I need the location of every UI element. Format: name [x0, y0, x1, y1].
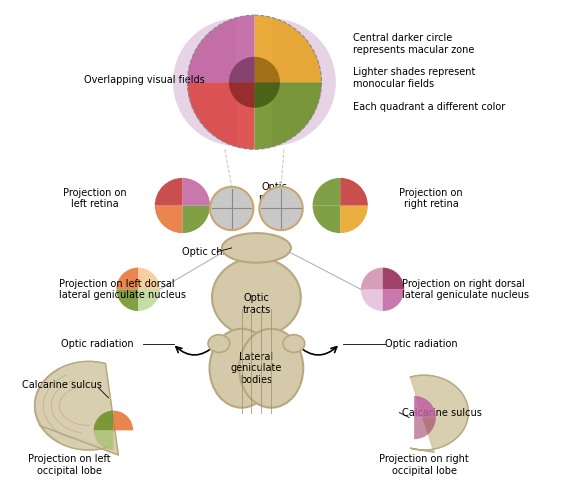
Wedge shape: [361, 289, 383, 311]
Text: Optic
tracts: Optic tracts: [242, 293, 270, 315]
Wedge shape: [187, 82, 255, 149]
Wedge shape: [255, 15, 321, 82]
Wedge shape: [272, 18, 336, 146]
Text: Optic radiation: Optic radiation: [385, 339, 457, 348]
Text: Projection on right dorsal
lateral geniculate nucleus: Projection on right dorsal lateral genic…: [402, 278, 530, 300]
Text: Projection on left dorsal
lateral geniculate nucleus: Projection on left dorsal lateral genicu…: [59, 278, 186, 300]
Text: Projection on
right retina: Projection on right retina: [399, 188, 463, 210]
Wedge shape: [229, 82, 255, 108]
Circle shape: [210, 187, 254, 230]
Wedge shape: [312, 178, 340, 206]
Wedge shape: [94, 410, 113, 430]
Wedge shape: [138, 268, 160, 289]
Text: Overlapping visual fields: Overlapping visual fields: [84, 76, 205, 85]
Polygon shape: [410, 375, 468, 452]
Circle shape: [259, 187, 303, 230]
Wedge shape: [113, 410, 133, 430]
Wedge shape: [138, 289, 160, 311]
Wedge shape: [155, 178, 182, 206]
Ellipse shape: [210, 329, 274, 408]
Text: Each quadrant a different color: Each quadrant a different color: [353, 102, 505, 112]
Wedge shape: [187, 15, 255, 82]
Polygon shape: [35, 362, 118, 455]
Wedge shape: [383, 268, 404, 289]
Wedge shape: [116, 289, 138, 311]
Wedge shape: [182, 206, 210, 233]
Wedge shape: [312, 206, 340, 233]
Ellipse shape: [283, 335, 305, 352]
Wedge shape: [340, 206, 368, 233]
Ellipse shape: [212, 258, 301, 337]
Text: Calcarine sulcus: Calcarine sulcus: [22, 380, 102, 390]
Wedge shape: [173, 18, 237, 146]
Wedge shape: [414, 396, 436, 418]
Wedge shape: [255, 82, 280, 108]
Wedge shape: [361, 268, 383, 289]
Wedge shape: [255, 57, 280, 82]
Text: Projection on left
occipital lobe: Projection on left occipital lobe: [27, 454, 111, 476]
Circle shape: [229, 57, 280, 108]
Wedge shape: [340, 178, 368, 206]
Wedge shape: [94, 430, 113, 450]
Ellipse shape: [222, 233, 291, 263]
Wedge shape: [182, 178, 210, 206]
Text: Projection on
left retina: Projection on left retina: [63, 188, 126, 210]
Wedge shape: [229, 57, 255, 82]
Text: Optic
nerves: Optic nerves: [259, 182, 292, 203]
Text: Central darker circle
represents macular zone: Central darker circle represents macular…: [353, 33, 475, 55]
Text: Optic radiation: Optic radiation: [61, 339, 134, 348]
Ellipse shape: [208, 335, 230, 352]
Wedge shape: [116, 268, 138, 289]
Wedge shape: [414, 418, 436, 439]
Text: Lighter shades represent
monocular fields: Lighter shades represent monocular field…: [353, 67, 475, 89]
Text: Lateral
geniculate
bodies: Lateral geniculate bodies: [231, 351, 282, 385]
Text: Projection on right
occipital lobe: Projection on right occipital lobe: [379, 454, 469, 476]
Wedge shape: [155, 206, 182, 233]
Text: Calcarine sulcus: Calcarine sulcus: [402, 408, 482, 418]
Text: Optic chiasm: Optic chiasm: [182, 247, 246, 257]
Wedge shape: [255, 82, 321, 149]
Ellipse shape: [239, 329, 304, 408]
Wedge shape: [383, 289, 404, 311]
